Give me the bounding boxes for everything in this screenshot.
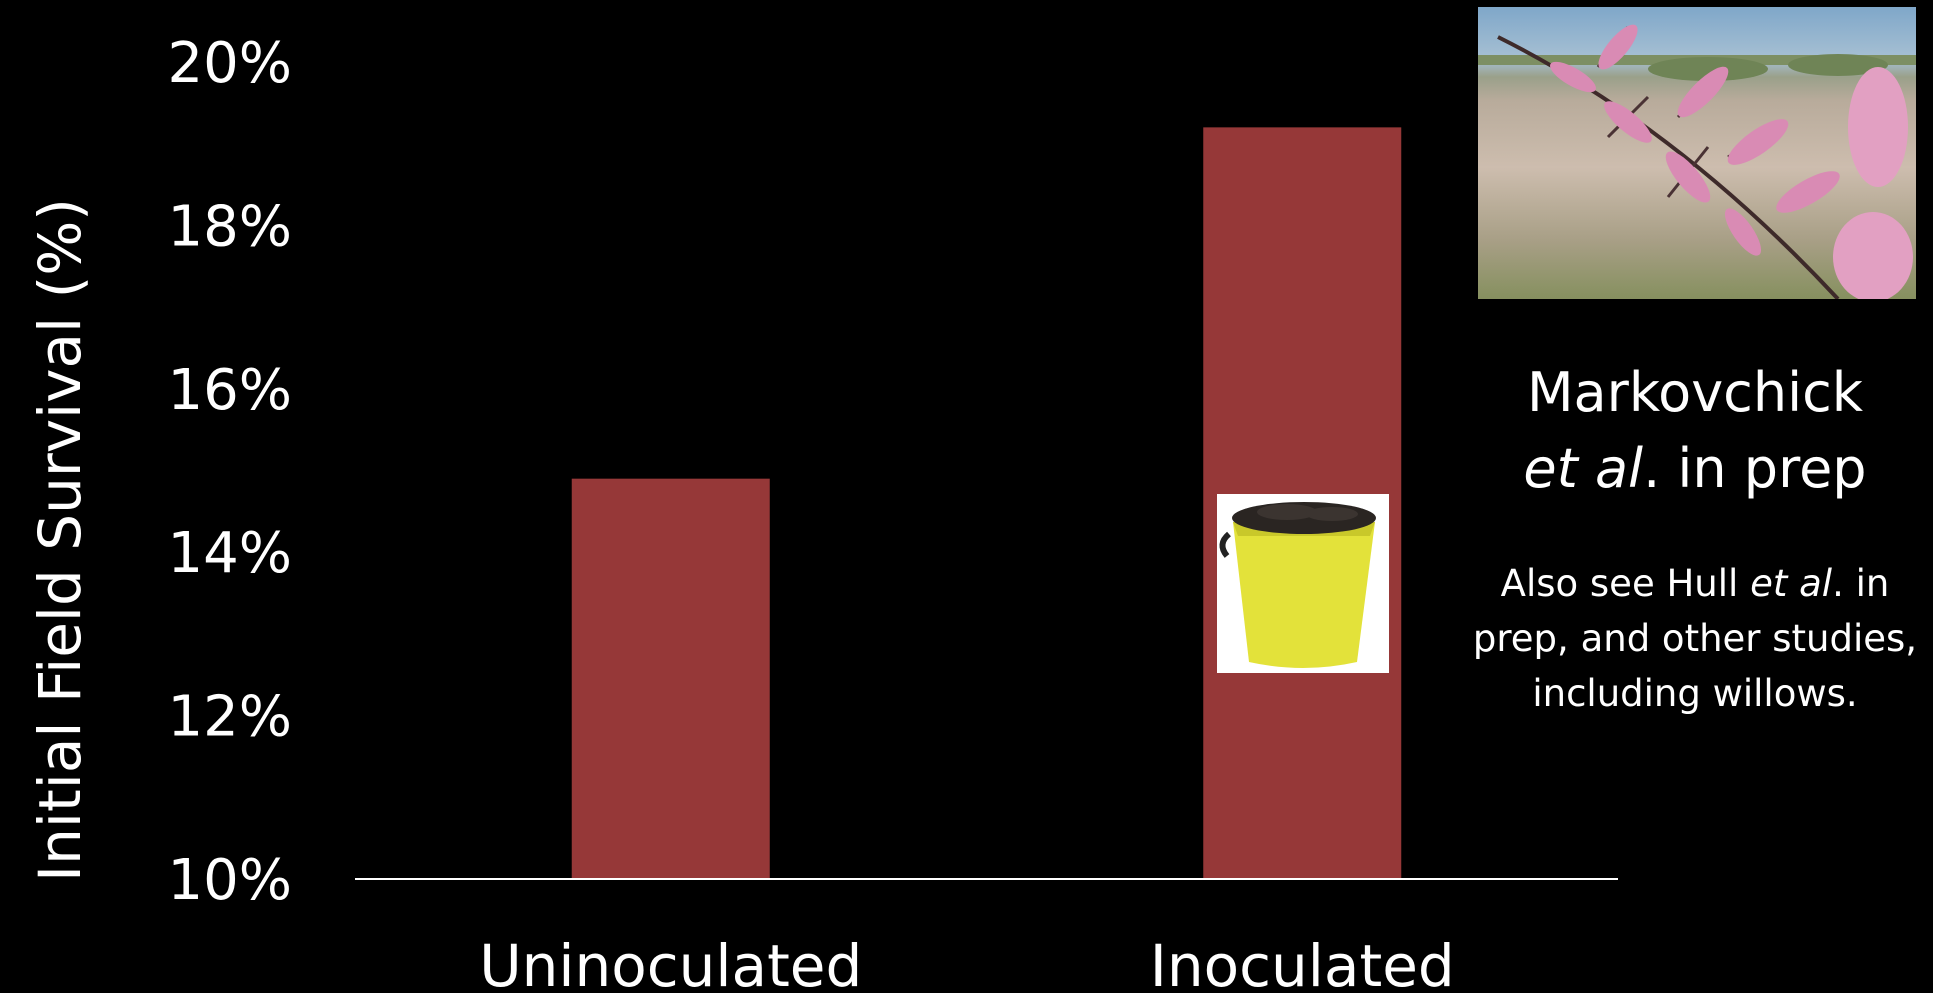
note-etal: et al <box>1750 562 1833 605</box>
y-tick-label: 12% <box>168 685 292 750</box>
y-tick-label: 14% <box>168 521 292 586</box>
y-tick-label: 10% <box>168 848 292 913</box>
y-tick-label: 20% <box>168 31 292 96</box>
note-text: Also see Hull et al. in prep, and other … <box>1460 556 1930 721</box>
citation-rest: . in prep <box>1643 437 1867 500</box>
tamarisk-photo <box>1478 7 1916 299</box>
citation-etal: et al <box>1523 437 1644 500</box>
y-tick-label: 18% <box>168 194 292 259</box>
x-tick-label: Inoculated <box>1150 932 1455 993</box>
bar-uninoculated <box>571 478 770 879</box>
citation-line: et al. in prep <box>1460 431 1930 507</box>
note-part2: . in prep, and other studies, including … <box>1472 562 1918 715</box>
citation: Markovchick et al. in prep <box>1460 355 1930 507</box>
note-part1: Also see Hull <box>1500 562 1751 605</box>
citation-author: Markovchick <box>1526 361 1864 424</box>
tamarisk-flowers-icon <box>1478 24 1916 299</box>
y-axis-label: Initial Field Survival (%) <box>26 198 94 882</box>
bucket-icon <box>1219 502 1376 668</box>
x-tick-label: Uninoculated <box>479 932 862 993</box>
soil-bucket-image <box>1217 494 1389 673</box>
y-tick-label: 16% <box>168 358 292 423</box>
